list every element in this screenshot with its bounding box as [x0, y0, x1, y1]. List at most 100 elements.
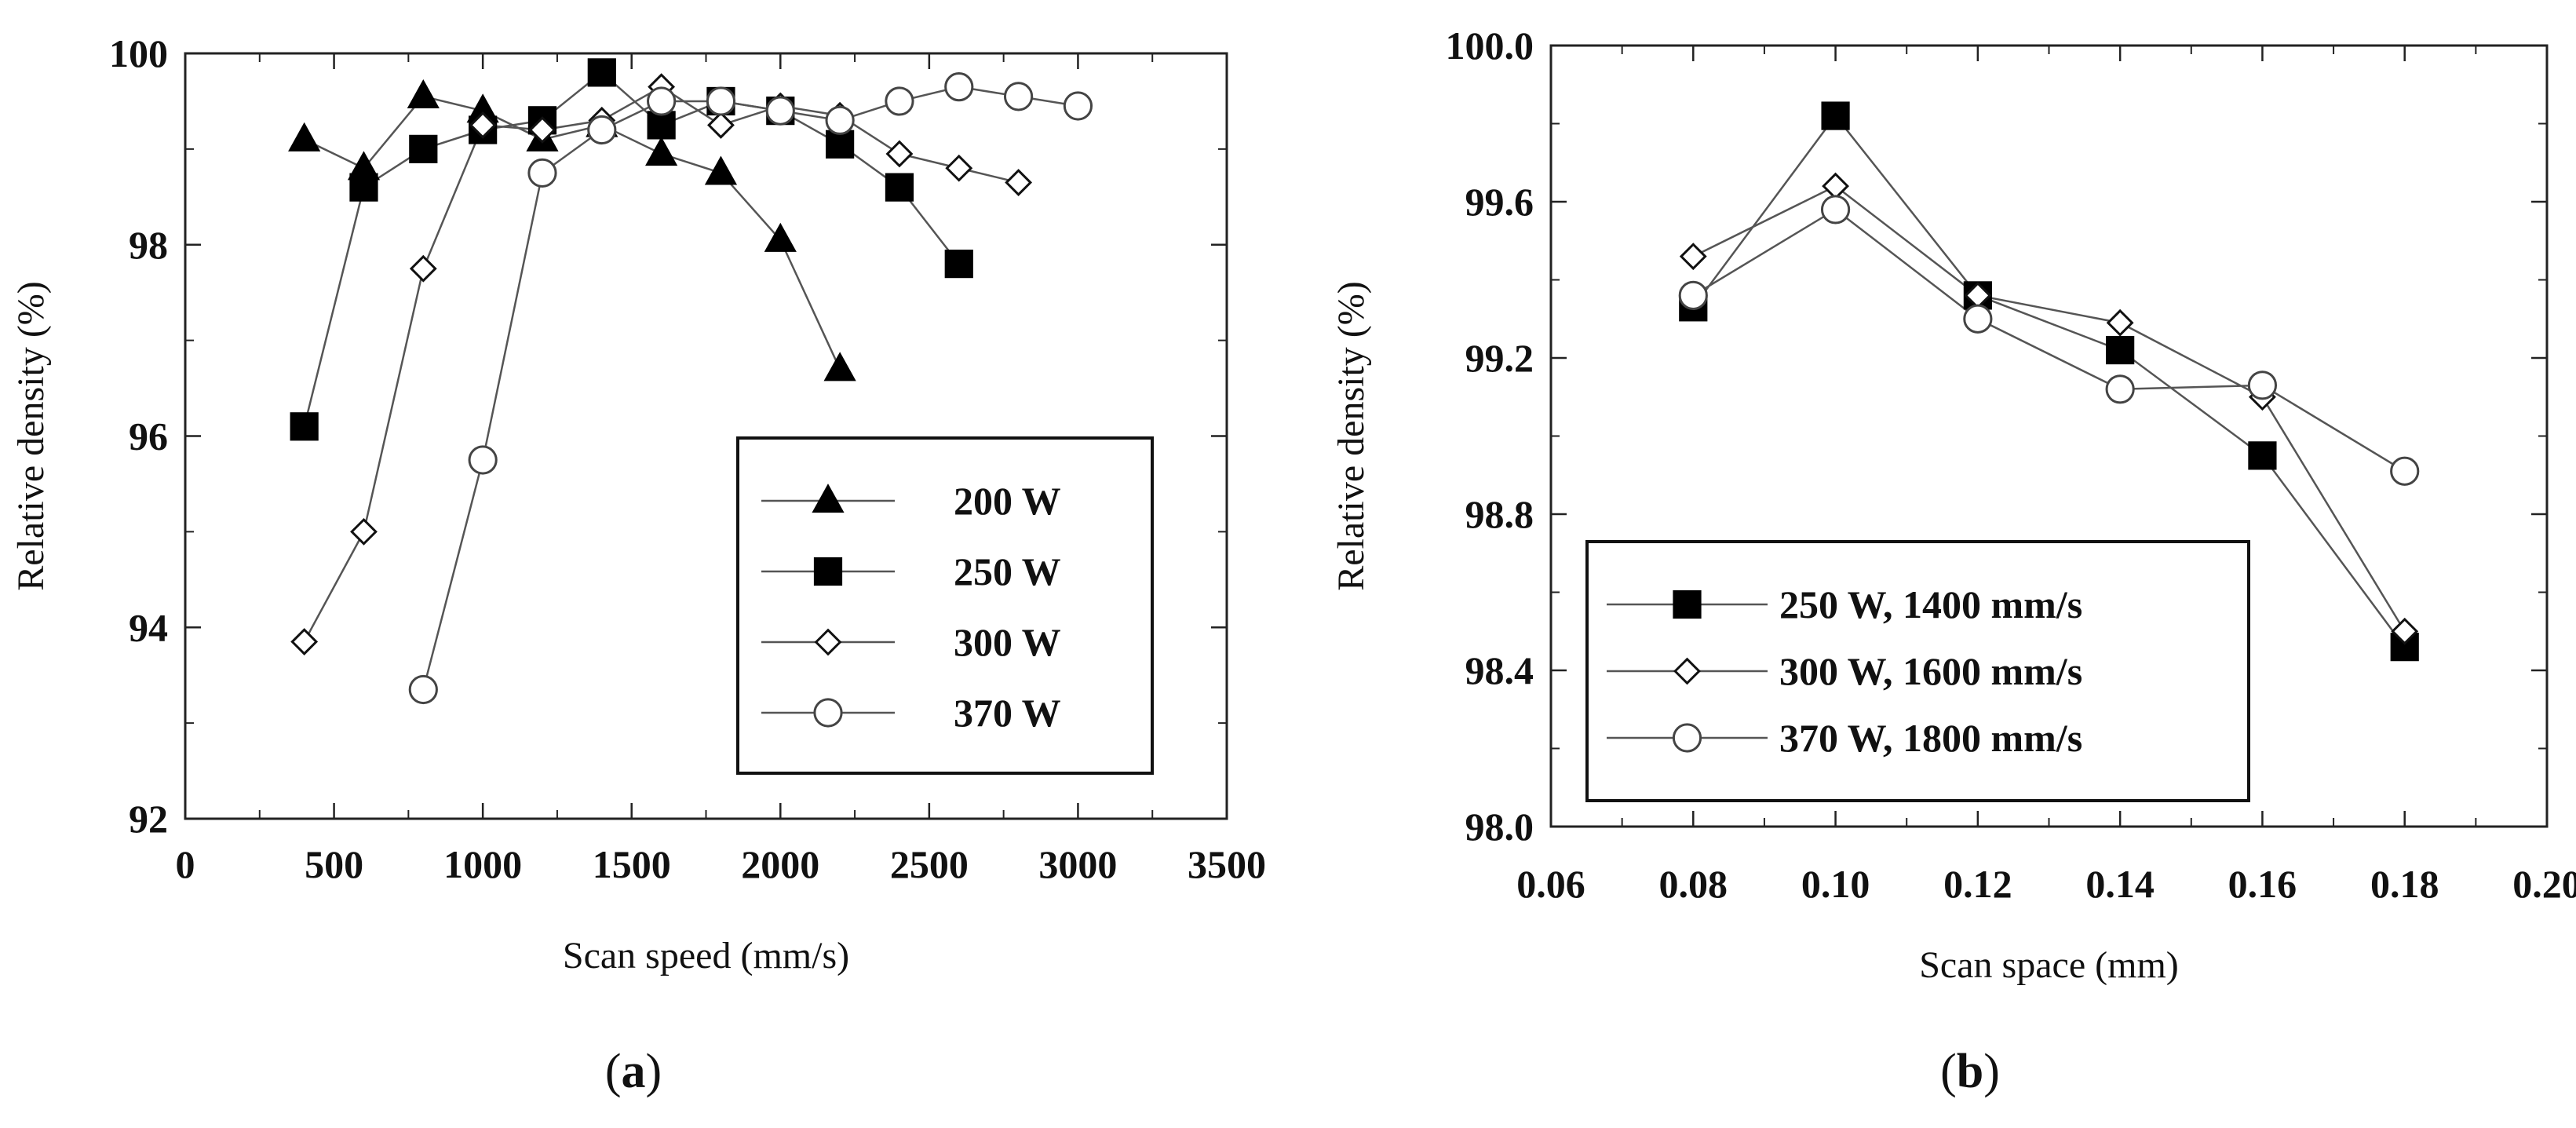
data-point-series-1	[826, 130, 855, 159]
data-point-series-2	[2390, 456, 2420, 486]
data-point-series-1	[2106, 308, 2134, 337]
y-tick-label: 98.8	[1465, 492, 1534, 536]
x-tick-label: 2000	[741, 842, 819, 886]
y-tick-label: 99.2	[1465, 336, 1534, 380]
legend-label-2: 370 W, 1800 mm/s	[1779, 716, 2082, 760]
y-tick-label: 100.0	[1446, 24, 1534, 68]
legend-label-1: 300 W, 1600 mm/s	[1779, 649, 2082, 693]
data-point-series-2	[528, 116, 556, 144]
chart-panel-b: 0.06 0.08 0.10 0.12 0.14 0.16 0.18 0.20 98.0 98.4…	[1330, 24, 2576, 986]
x-tick-label: 0	[176, 842, 195, 886]
x-tick-label: 1000	[443, 842, 522, 886]
series-line-1	[303, 71, 960, 427]
data-point-series-2	[350, 517, 378, 546]
data-point-series-1	[1822, 172, 1849, 200]
data-point-series-1	[349, 173, 378, 202]
legend-label-0: 250 W, 1400 mm/s	[1779, 582, 2082, 626]
x-tick-label: 0.12	[1943, 862, 2012, 906]
legend-marker-1	[813, 557, 843, 586]
data-point-series-0	[288, 122, 321, 151]
legend-label-2: 300 W	[954, 620, 1061, 664]
series-line-0	[304, 95, 841, 370]
data-point-series-0	[2248, 441, 2277, 470]
series-line-2	[1692, 208, 2406, 473]
caption-b: (b)	[1940, 1045, 2000, 1098]
y-tick-label: 98.4	[1465, 648, 1534, 692]
data-point-series-0	[2106, 335, 2135, 365]
legend-label-0: 200 W	[954, 479, 1061, 523]
chart-panel-a: 0 500 1000 1500 2000 2500 3000 3500 92 94 96 98 100 S…	[10, 31, 1266, 977]
data-point-series-3	[1004, 82, 1034, 111]
x-tick-label: 1500	[593, 842, 671, 886]
data-point-series-2	[2105, 374, 2135, 404]
y-tick-label: 99.6	[1465, 180, 1534, 224]
caption-b-letter: b	[1957, 1045, 1983, 1098]
caption-b-close: )	[1983, 1045, 2000, 1098]
legend-marker-2	[814, 628, 842, 656]
caption-a: (a)	[605, 1045, 662, 1098]
data-point-series-0	[1821, 101, 1850, 130]
data-point-series-2	[1820, 195, 1851, 225]
x-tick-label: 3500	[1188, 842, 1266, 886]
x-tick-label: 500	[305, 842, 363, 886]
data-point-series-2	[469, 111, 497, 139]
y-tick-label: 96	[129, 414, 168, 458]
x-tick-label: 3000	[1038, 842, 1117, 886]
data-point-series-3	[647, 86, 677, 116]
data-point-series-3	[765, 96, 795, 126]
data-point-series-1	[587, 58, 616, 87]
y-tick-label: 98.0	[1465, 805, 1534, 849]
data-point-series-3	[527, 158, 557, 188]
y-tick-label: 98	[129, 223, 168, 267]
legend-marker-2	[1672, 723, 1702, 753]
data-point-series-2	[290, 628, 319, 655]
x-axis-title: Scan space (mm)	[1919, 944, 2179, 986]
legend-marker-3	[813, 698, 843, 728]
data-point-series-2	[2247, 371, 2278, 400]
data-point-series-3	[944, 72, 974, 102]
caption-a-close: )	[646, 1045, 662, 1098]
legend-label-1: 250 W	[954, 549, 1061, 593]
legend-label-3: 370 W	[954, 691, 1061, 735]
caption-a-letter: a	[622, 1045, 646, 1098]
data-point-series-2	[707, 111, 735, 139]
data-point-series-3	[587, 115, 617, 145]
data-point-series-0	[407, 78, 440, 109]
legend-marker-0	[812, 484, 845, 513]
data-point-series-3	[706, 86, 736, 116]
series-line-1	[1692, 184, 2406, 632]
data-point-series-2	[885, 140, 914, 168]
x-tick-label: 0.14	[2085, 862, 2155, 906]
data-point-series-2	[1963, 304, 1993, 334]
y-tick-label: 100	[109, 31, 168, 75]
legend-box	[736, 436, 1154, 775]
data-point-series-0	[764, 222, 797, 252]
caption-b-open: (	[1940, 1045, 1957, 1098]
data-point-series-3	[885, 86, 914, 116]
series-line-0	[1692, 114, 2406, 648]
x-tick-label: 0.10	[1801, 862, 1870, 906]
data-point-series-0	[823, 352, 856, 381]
x-tick-label: 0.06	[1516, 862, 1585, 906]
y-axis-title: Relative density (%)	[10, 281, 52, 591]
caption-a-open: (	[605, 1045, 622, 1098]
data-point-series-3	[468, 445, 498, 475]
data-point-series-1	[2391, 617, 2419, 645]
legend-marker-0	[1673, 590, 1702, 619]
x-tick-label: 0.20	[2512, 862, 2576, 906]
x-axis-title: Scan speed (mm/s)	[563, 935, 849, 977]
data-point-series-1	[944, 250, 973, 279]
data-point-series-3	[825, 105, 855, 135]
x-tick-label: 0.16	[2228, 862, 2297, 906]
data-point-series-3	[408, 674, 438, 705]
y-tick-label: 92	[129, 797, 168, 841]
data-point-series-0	[704, 155, 738, 185]
y-axis-title: Relative density (%)	[1330, 281, 1372, 591]
x-tick-label: 0.08	[1659, 862, 1728, 906]
data-point-series-1	[647, 111, 676, 140]
legend-marker-1	[1673, 657, 1701, 685]
data-point-series-1	[885, 173, 914, 202]
data-point-series-1	[409, 134, 438, 163]
data-point-series-3	[1063, 91, 1093, 121]
